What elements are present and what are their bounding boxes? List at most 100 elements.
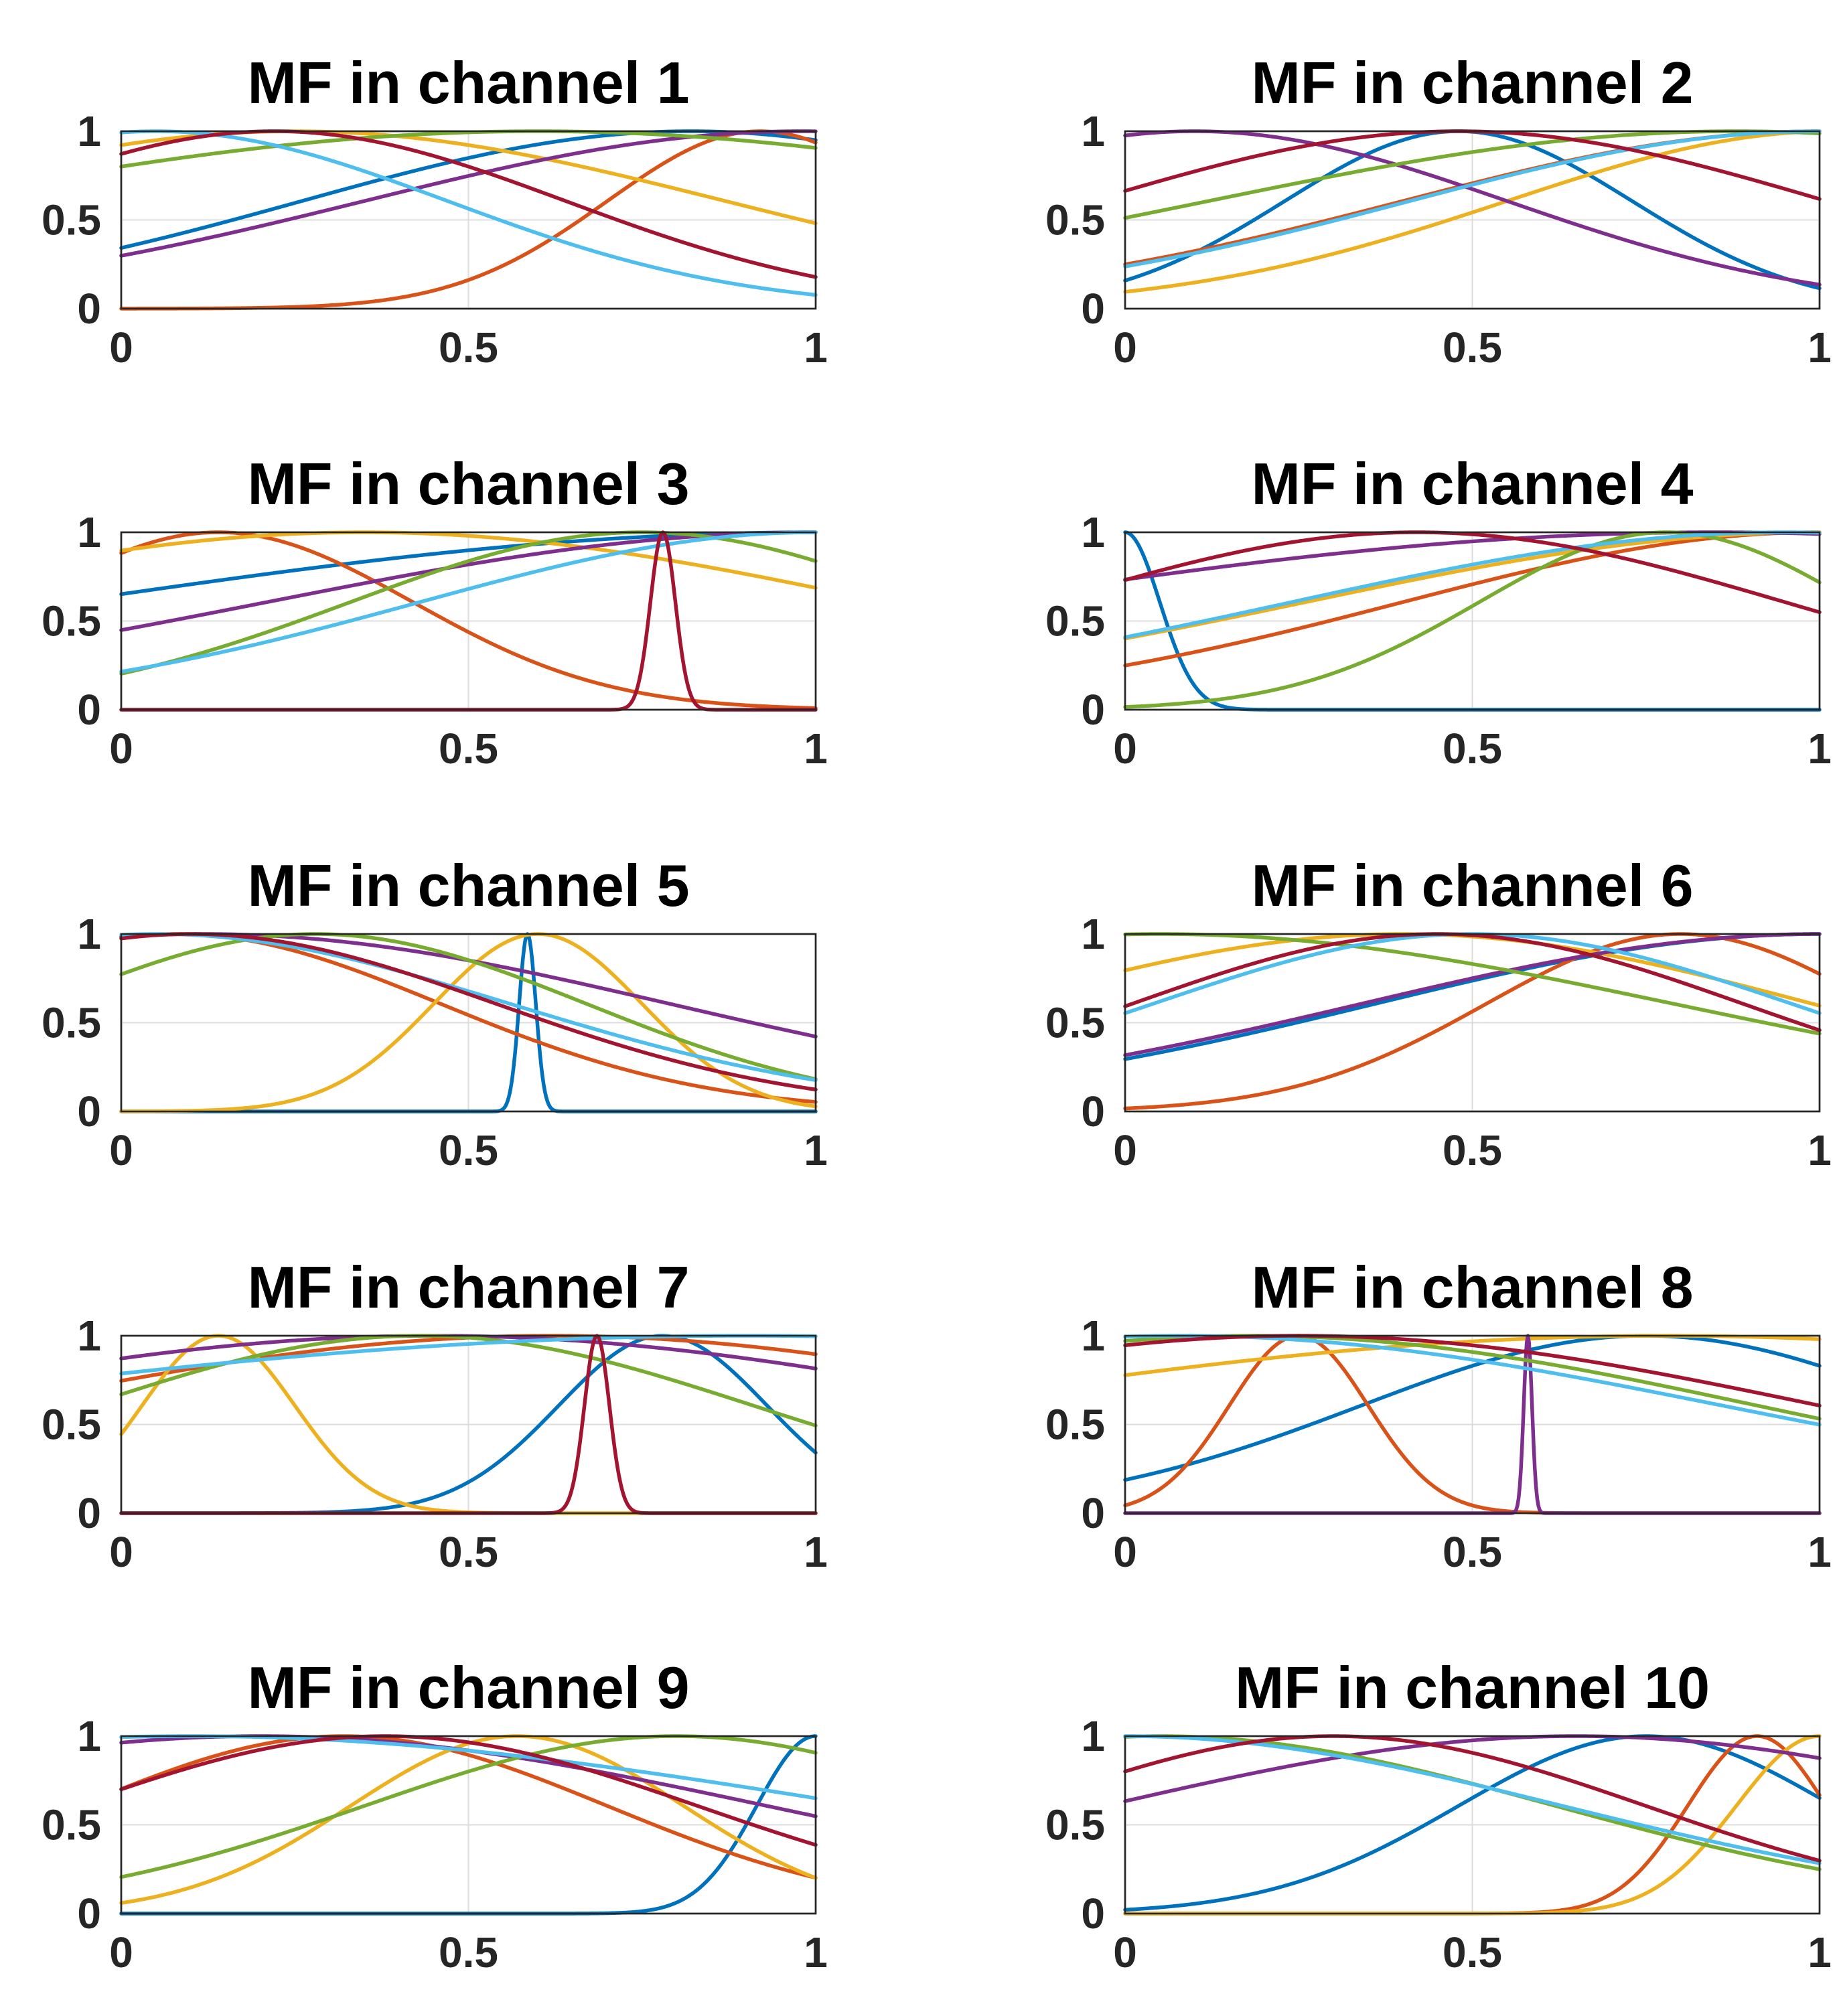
series-line-mf-4	[1123, 129, 1822, 287]
y-tick-label: 0.5	[1045, 196, 1105, 244]
chart-title: MF in channel 2	[1251, 50, 1693, 116]
y-tick-label: 1	[77, 508, 101, 556]
mf-chart-2: MF in channel 2 0 0.5 1 0 0.5 1	[1045, 50, 1832, 372]
series-line-mf-7	[1123, 1334, 1822, 1408]
y-tick-label: 0.5	[42, 1801, 101, 1849]
x-tick-label: 1	[1808, 1528, 1832, 1576]
y-tick-label: 1	[77, 910, 101, 958]
x-tick-label: 1	[804, 1928, 828, 1976]
mf-chart-7: MF in channel 7 0 0.5 1 0 0.5 1	[42, 1254, 828, 1576]
y-tick-label: 0	[1081, 1889, 1105, 1938]
x-tick-label: 0.5	[1443, 323, 1502, 372]
axis-frame	[1124, 1334, 1821, 1515]
series-line-mf-3	[1123, 129, 1822, 294]
series-line-mf-1	[1123, 1334, 1822, 1482]
chart-title: MF in channel 8	[1251, 1254, 1693, 1320]
mf-chart-1: MF in channel 1 0 0.5 1 0 0.5 1	[42, 50, 828, 372]
mf-chart-8: MF in channel 8 0 0.5 1 0 0.5 1	[1045, 1254, 1832, 1576]
y-tick-label: 0.5	[1045, 597, 1105, 645]
x-tick-label: 0	[1113, 323, 1137, 372]
series-line-mf-3	[119, 530, 818, 590]
y-tick-label: 0.5	[1045, 1401, 1105, 1449]
series-line-mf-5	[119, 129, 818, 169]
series-line-mf-4	[1123, 1734, 1822, 1803]
axis-frame	[1124, 1735, 1821, 1915]
axis-frame	[120, 1334, 817, 1515]
series-line-mf-2	[119, 1734, 818, 1880]
y-tick-label: 1	[77, 1312, 101, 1360]
series-group	[119, 530, 818, 712]
axis-frame	[1124, 531, 1821, 711]
x-tick-label: 0	[109, 1528, 133, 1576]
x-tick-label: 1	[1808, 1126, 1832, 1174]
x-tick-label: 0	[1113, 1928, 1137, 1976]
mf-chart-4: MF in channel 4 0 0.5 1 0 0.5 1	[1045, 451, 1832, 773]
y-tick-label: 1	[1081, 508, 1105, 556]
series-line-mf-7	[1123, 932, 1822, 1032]
series-line-mf-7	[119, 129, 818, 279]
x-tick-label: 0	[109, 724, 133, 773]
axis-frame	[120, 531, 817, 711]
axis-frame	[1124, 130, 1821, 310]
y-tick-label: 0	[77, 1087, 101, 1136]
series-line-mf-2	[1123, 932, 1822, 1111]
x-tick-label: 1	[1808, 724, 1832, 773]
x-tick-label: 1	[804, 323, 828, 372]
series-line-mf-5	[1123, 932, 1822, 1036]
x-tick-label: 0.5	[439, 1528, 498, 1576]
series-line-mf-7	[119, 1734, 818, 1847]
y-tick-label: 0	[1081, 1087, 1105, 1136]
series-line-mf-6	[119, 129, 818, 297]
y-tick-label: 1	[1081, 910, 1105, 958]
mf-chart-5: MF in channel 5 0 0.5 1 0 0.5 1	[42, 852, 828, 1174]
axis-frame	[120, 1735, 817, 1915]
y-tick-label: 1	[1081, 1712, 1105, 1760]
series-group	[119, 129, 818, 311]
x-tick-label: 0	[109, 1126, 133, 1174]
mf-chart-10: MF in channel 10 0 0.5 1 0 0.5 1	[1045, 1654, 1832, 1976]
series-line-mf-7	[119, 932, 818, 1092]
y-tick-label: 0.5	[1045, 1801, 1105, 1849]
chart-title: MF in channel 7	[247, 1254, 689, 1320]
x-tick-label: 0	[1113, 1528, 1137, 1576]
chart-title: MF in channel 3	[247, 451, 689, 517]
y-tick-label: 0	[77, 686, 101, 734]
x-tick-label: 0	[109, 1928, 133, 1976]
series-line-mf-5	[119, 530, 818, 676]
chart-title: MF in channel 5	[247, 852, 689, 919]
series-line-mf-5	[119, 932, 818, 1081]
series-line-mf-7	[1123, 1734, 1822, 1863]
chart-title: MF in channel 1	[247, 50, 689, 116]
series-line-mf-4	[1123, 932, 1822, 1057]
series-line-mf-1	[1123, 1734, 1822, 1912]
mf-chart-6: MF in channel 6 0 0.5 1 0 0.5 1	[1045, 852, 1832, 1174]
y-tick-label: 0	[1081, 285, 1105, 333]
x-tick-label: 0.5	[439, 724, 498, 773]
y-tick-label: 0	[77, 1889, 101, 1938]
chart-title: MF in channel 9	[247, 1654, 689, 1721]
y-tick-label: 0.5	[1045, 999, 1105, 1047]
axis-frame	[120, 130, 817, 310]
series-group	[1123, 932, 1822, 1111]
y-tick-label: 0	[77, 285, 101, 333]
y-tick-label: 0.5	[42, 196, 101, 244]
y-tick-label: 0	[1081, 1489, 1105, 1537]
chart-title: MF in channel 6	[1251, 852, 1693, 919]
x-tick-label: 0.5	[439, 1126, 498, 1174]
series-line-mf-7	[1123, 530, 1822, 615]
y-tick-label: 1	[77, 1712, 101, 1760]
x-tick-label: 0.5	[1443, 1528, 1502, 1576]
y-tick-label: 1	[1081, 1312, 1105, 1360]
chart-title: MF in channel 4	[1251, 451, 1693, 517]
y-tick-label: 0	[77, 1489, 101, 1537]
y-tick-label: 0	[1081, 686, 1105, 734]
x-tick-label: 0.5	[1443, 1928, 1502, 1976]
chart-title: MF in channel 10	[1235, 1654, 1710, 1721]
x-tick-label: 0	[1113, 724, 1137, 773]
x-tick-label: 1	[804, 1126, 828, 1174]
x-tick-label: 0	[109, 323, 133, 372]
y-tick-label: 0.5	[42, 597, 101, 645]
series-line-mf-6	[119, 530, 818, 674]
x-tick-label: 1	[1808, 1928, 1832, 1976]
